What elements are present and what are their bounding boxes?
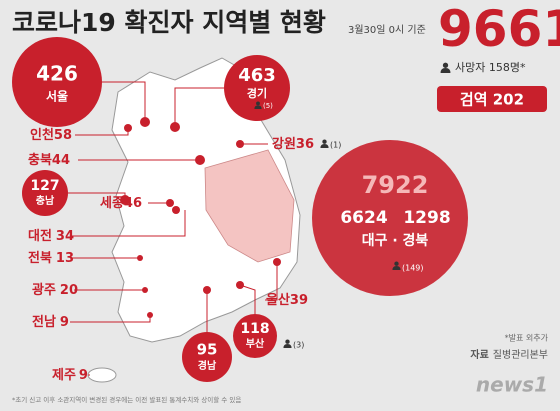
region-name: 인천: [30, 127, 54, 143]
daejeon-label: 대전 34: [28, 228, 74, 244]
region-name: 충북: [28, 152, 52, 168]
region-name: 전북: [28, 250, 52, 266]
region-count: 34: [56, 229, 74, 244]
quarantine-box: [437, 86, 547, 112]
jeju-label: 제주 9: [52, 368, 88, 383]
region-count: 46: [124, 196, 142, 211]
seoul-name: 서울: [46, 89, 68, 104]
jeonbuk-label: 전북 13: [28, 250, 74, 266]
ulsan-label: 울산39: [266, 292, 308, 308]
region-dots: [120, 117, 281, 318]
chungnam-circle: [22, 170, 68, 216]
daegu-gyeongbuk-deaths: (149): [402, 264, 424, 273]
region-count: 39: [290, 293, 308, 308]
gyeongnam-circle: [182, 332, 232, 382]
gyeongnam-count: 95: [197, 341, 218, 359]
busan-name: 부산: [246, 337, 265, 350]
region-count: 13: [56, 251, 74, 266]
region-count: 9: [79, 368, 88, 383]
region-count: 58: [54, 128, 72, 143]
region-name: 전남: [32, 314, 56, 330]
region-name: 광주: [32, 283, 56, 298]
source-name: 질병관리본부: [493, 349, 548, 361]
region-name: 대전: [28, 228, 52, 244]
seoul-circle: [12, 37, 102, 127]
source-label: 자료: [470, 348, 488, 361]
shape: [239, 284, 256, 314]
daegu-gyeongbuk-names: 대구 · 경북: [362, 232, 429, 249]
shape: [142, 287, 148, 293]
busan-circle: [233, 314, 277, 358]
region-name: 강원: [272, 136, 296, 152]
title: 코로나19 확진자 지역별 현황: [12, 8, 326, 37]
chungnam-count: 127: [30, 178, 59, 194]
logo: news1: [476, 373, 548, 397]
shape: [124, 124, 132, 132]
gyeonggi-circle: [224, 55, 290, 121]
shape: [174, 87, 224, 125]
gyeongnam-name: 경남: [198, 359, 217, 372]
chungbuk-label: 충북44: [28, 152, 70, 168]
incheon-label: 인천58: [30, 127, 72, 143]
shape: [147, 312, 153, 318]
extra-note: *발표 외추가: [505, 333, 549, 343]
shape: [236, 140, 244, 148]
busan-deaths: (3): [293, 341, 304, 350]
jeonnam-label: 전남 9: [32, 314, 69, 330]
daegu-gyeongbuk-circle: [312, 140, 468, 296]
shape: [236, 281, 244, 289]
daegu-gyeongbuk-area: [204, 149, 295, 263]
quarantine: 검역 202: [460, 91, 524, 109]
death-icon: [320, 139, 329, 148]
gyeongbuk-count: 1298: [403, 208, 450, 228]
shape: [172, 206, 180, 214]
region-name: 울산: [266, 292, 290, 308]
shape: [195, 155, 205, 165]
daegu-count: 6624: [340, 208, 387, 228]
source: 자료 질병관리본부: [470, 348, 548, 361]
shape: [273, 258, 281, 266]
chungnam-name: 충남: [36, 194, 55, 207]
gangwon-label: 강원36: [272, 136, 314, 152]
gwangju-label: 광주 20: [32, 283, 78, 298]
shape: [203, 286, 211, 294]
busan-count: 118: [240, 321, 269, 337]
shape: [265, 262, 278, 301]
region-count: 20: [60, 283, 78, 298]
gyeonggi-count: 463: [238, 65, 276, 86]
region-count: 44: [52, 153, 70, 168]
region-count: 36: [296, 137, 314, 152]
jeju-island: [87, 367, 117, 383]
gyeonggi-name: 경기: [247, 86, 267, 100]
shape: [140, 117, 150, 127]
death-icon: [440, 62, 451, 73]
total: 9661명: [438, 0, 560, 58]
death-icon: [283, 339, 292, 348]
region-name: 제주: [52, 368, 76, 383]
seoul-count: 426: [36, 62, 78, 86]
daegu-gyeongbuk-total: 7922: [362, 171, 429, 199]
shape: [166, 199, 174, 207]
gangwon-deaths: (1): [330, 141, 341, 150]
region-count: 9: [60, 315, 69, 330]
shape: [137, 255, 143, 261]
total-number: 9661: [438, 0, 560, 58]
date: 3월30일 0시 기준: [348, 24, 426, 36]
shape: [70, 210, 186, 237]
sejong-label: 세종46: [100, 196, 142, 211]
footnote: *초기 신고 이후 소관지역이 변경된 경우에는 이전 발표된 통계수치와 상이…: [12, 395, 241, 404]
gyeonggi-deaths: (5): [263, 102, 273, 110]
shape: [170, 122, 180, 132]
shape: [120, 195, 130, 205]
deaths: 사망자 158명*: [455, 61, 526, 74]
region-name: 세종: [100, 196, 124, 211]
shape: [100, 81, 146, 120]
